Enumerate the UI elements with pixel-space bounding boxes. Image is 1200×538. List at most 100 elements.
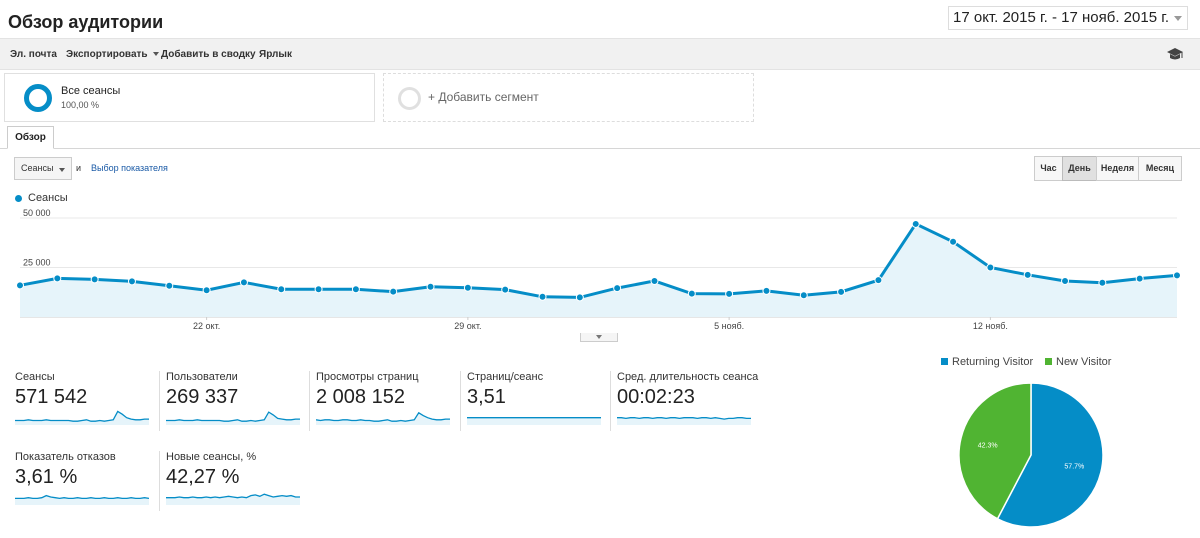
sparkline-line [166, 493, 300, 499]
metric-label: Сред. длительность сеанса [617, 371, 759, 383]
data-point[interactable] [575, 293, 584, 302]
sparkline-line [617, 417, 751, 420]
data-point[interactable] [1023, 270, 1032, 279]
sessions-line-chart: 50 000 25 000 22 окт. 29 окт. 5 нояб. 12 нояб… [16, 208, 1181, 331]
and-text: и [76, 163, 82, 173]
data-point[interactable] [986, 263, 995, 272]
metric-sparkline [15, 494, 149, 505]
graduation-cap-icon[interactable] [1166, 47, 1184, 61]
date-range-picker[interactable]: 17 окт. 2015 г. - 17 нояб. 2015 г. [948, 6, 1188, 30]
metric-tile[interactable]: Сеансы 571 542 [15, 371, 155, 431]
data-point[interactable] [1173, 271, 1181, 280]
email-button[interactable]: Эл. почта [10, 49, 57, 60]
data-point[interactable] [837, 287, 846, 296]
sparkline-line [15, 494, 149, 500]
data-point[interactable] [799, 291, 808, 300]
data-point[interactable] [165, 281, 174, 290]
data-point[interactable] [239, 278, 248, 287]
metric-tile[interactable]: Просмотры страниц 2 008 152 [309, 371, 456, 431]
metric-value: 269 337 [166, 386, 239, 408]
metric-label: Просмотры страниц [316, 371, 419, 383]
data-point[interactable] [90, 275, 99, 284]
metric-label: Новые сеансы, % [166, 451, 257, 463]
segment-percent: 100,00 % [61, 100, 100, 110]
y-tick-label: 25 000 [23, 258, 51, 268]
sparkline-area [15, 495, 149, 505]
metric-value: 3,61 % [15, 466, 78, 488]
sparkline-line [316, 411, 450, 422]
data-point[interactable] [202, 286, 211, 295]
x-tick-label: 12 нояб. [973, 321, 1008, 331]
data-point[interactable] [650, 276, 659, 285]
metric-separator [159, 451, 160, 511]
metric-separator [159, 371, 160, 431]
tab-overview[interactable]: Обзор [7, 126, 54, 149]
granularity-hour-button[interactable]: Час [1034, 156, 1063, 181]
data-point[interactable] [389, 287, 398, 296]
granularity-month-button[interactable]: Месяц [1138, 156, 1182, 181]
data-point[interactable] [501, 285, 510, 294]
data-point[interactable] [1135, 274, 1144, 283]
metric-tile[interactable]: Новые сеансы, % 42,27 % [159, 451, 306, 511]
metric-tile[interactable]: Сред. длительность сеанса 00:02:23 [610, 371, 759, 431]
data-point[interactable] [127, 277, 136, 286]
data-point[interactable] [538, 292, 547, 301]
page-title: Обзор аудитории [8, 12, 164, 32]
add-segment-card[interactable]: + Добавить сегмент [383, 73, 754, 122]
select-metric-link[interactable]: Выбор показателя [91, 163, 168, 173]
data-point[interactable] [949, 237, 958, 246]
data-point[interactable] [613, 284, 622, 293]
metric-separator [309, 371, 310, 431]
pie-slice[interactable] [958, 383, 1032, 520]
metric-value: 2 008 152 [316, 386, 405, 408]
metric-tile[interactable]: Страниц/сеанс 3,51 [460, 371, 607, 431]
data-point[interactable] [687, 289, 696, 298]
chart-collapse-handle[interactable] [580, 333, 618, 342]
sessions-line [19, 222, 1178, 299]
data-point[interactable] [911, 219, 920, 228]
data-point[interactable] [874, 276, 883, 285]
data-point[interactable] [277, 285, 286, 294]
data-point[interactable] [1061, 276, 1070, 285]
export-button[interactable]: Экспортировать [66, 49, 159, 60]
pie-slice[interactable] [996, 383, 1104, 528]
granularity-week-button[interactable]: Неделя [1096, 156, 1139, 181]
metric-label: Показатель отказов [15, 451, 116, 463]
pie-legend-returning-label: Returning Visitor [952, 356, 1034, 368]
data-point[interactable] [1098, 278, 1107, 287]
shortcut-button[interactable]: Ярлык [259, 49, 292, 60]
metric-label: Пользователи [166, 371, 238, 383]
data-point[interactable] [463, 283, 472, 292]
sparkline-area [316, 412, 450, 425]
data-point[interactable] [351, 285, 360, 294]
sparkline-area [467, 417, 601, 425]
x-tick-label: 5 нояб. [714, 321, 744, 331]
data-point[interactable] [762, 286, 771, 295]
returning-swatch [941, 358, 948, 365]
pie-legend-new-label: New Visitor [1056, 356, 1112, 368]
metric-sparkline [316, 411, 450, 425]
pie-slice-label: 57.7% [1064, 464, 1084, 471]
data-point[interactable] [426, 282, 435, 291]
metric-select-value: Сеансы [21, 163, 54, 173]
chevron-down-icon [59, 168, 65, 172]
tabs-divider [0, 148, 1200, 149]
export-label: Экспортировать [66, 49, 148, 60]
segment-title: Все сеансы [61, 85, 121, 97]
data-point[interactable] [53, 274, 62, 283]
metric-tile[interactable]: Показатель отказов 3,61 % [15, 451, 155, 511]
metric-select[interactable]: Сеансы [14, 157, 72, 180]
data-point[interactable] [16, 281, 24, 290]
legend-dot-icon [15, 195, 22, 202]
data-point[interactable] [725, 289, 734, 298]
metric-separator [460, 371, 461, 431]
x-tick-label: 29 окт. [454, 321, 481, 331]
segment-all-sessions[interactable]: Все сеансы 100,00 % [4, 73, 375, 122]
granularity-day-button[interactable]: День [1062, 156, 1097, 181]
new-swatch [1045, 358, 1052, 365]
data-point[interactable] [314, 285, 323, 294]
add-to-dashboard-button[interactable]: Добавить в сводку [161, 49, 256, 60]
pie-slice-label: 42.3% [978, 442, 998, 449]
metric-tile[interactable]: Пользователи 269 337 [159, 371, 306, 431]
x-tick-label: 22 окт. [193, 321, 220, 331]
